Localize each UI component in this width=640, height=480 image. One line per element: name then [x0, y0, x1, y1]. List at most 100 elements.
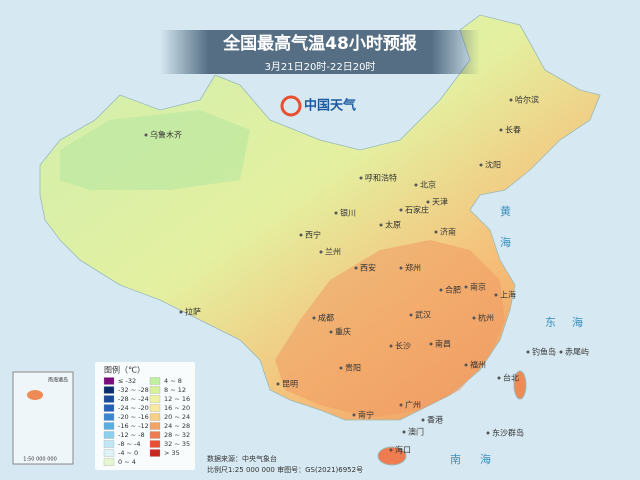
legend-label: -28 ~ -24 [118, 395, 149, 403]
city-label: 上海 [500, 290, 516, 300]
city-dot [329, 330, 333, 334]
city-label: 长沙 [395, 341, 411, 351]
legend-label: ≤ -32 [118, 377, 136, 385]
legend-label: 4 ~ 8 [164, 377, 182, 385]
legend-label: -16 ~ -12 [118, 422, 149, 430]
legend-swatch [103, 386, 115, 394]
legend-swatch [149, 386, 161, 394]
city-dot [429, 342, 433, 346]
sea-label: 海 [572, 315, 583, 329]
city-label: 成都 [318, 313, 334, 323]
city-dot [464, 363, 468, 367]
city-dot [526, 350, 530, 354]
city-dot [499, 128, 503, 132]
sea-label: 东 [545, 316, 556, 329]
city-dot [389, 344, 393, 348]
legend-label: -4 ~ 0 [118, 449, 138, 457]
city-label: 太原 [385, 220, 401, 230]
legend-swatch [103, 404, 115, 412]
city-label: 乌鲁木齐 [150, 130, 182, 140]
city-dot [334, 211, 338, 215]
city-label: 武汉 [415, 310, 431, 320]
city-label: 石家庄 [405, 205, 429, 215]
city-dot [399, 266, 403, 270]
city-label: 郑州 [405, 263, 421, 273]
cold-region [60, 110, 250, 190]
legend-swatch [103, 395, 115, 403]
inset-title: 南海诸岛 [48, 377, 68, 384]
legend-label: 20 ~ 24 [164, 413, 190, 421]
scale: 比例尺1:25 000 000 审图号：GS(2021)6952号 [207, 465, 363, 474]
city-dot [359, 176, 363, 180]
legend-swatch [149, 422, 161, 430]
legend-swatch [103, 440, 115, 448]
logo-text: 中国天气 [304, 98, 356, 114]
city-dot [144, 133, 148, 137]
city-label: 南宁 [358, 410, 374, 420]
city-dot [414, 183, 418, 187]
city-label: 合肥 [445, 285, 461, 295]
legend-label: -20 ~ -16 [118, 413, 149, 421]
city-label: 昆明 [282, 380, 298, 389]
legend-swatch [103, 413, 115, 421]
city-label: 海口 [395, 445, 411, 455]
logo-icon [280, 95, 302, 117]
city-dot [312, 316, 316, 320]
legend-label: 28 ~ 32 [164, 431, 190, 439]
legend-swatch [103, 458, 115, 466]
taiwan [513, 370, 527, 400]
legend-label: 24 ~ 28 [164, 422, 190, 430]
legend-title: 图例（℃） [104, 365, 145, 375]
city-label: 沈阳 [485, 160, 501, 170]
legend-label: 8 ~ 12 [164, 386, 186, 394]
legend-swatch [149, 413, 161, 421]
inset-scale: 1:50 000 000 [23, 457, 57, 463]
legend-swatch [149, 395, 161, 403]
inset-land [27, 390, 43, 400]
legend-swatch [103, 422, 115, 430]
city-dot [479, 163, 483, 167]
city-label: 天津 [432, 197, 448, 207]
city-label: 台北 [503, 373, 519, 383]
legend: 图例（℃） ≤ -32-32 ~ -28-28 ~ -24-24 ~ -20-2… [95, 362, 195, 470]
subtitle: 3月21日20时-22日20时 [265, 61, 376, 73]
inset-frame [12, 371, 74, 465]
legend-swatch [149, 449, 161, 457]
city-label: 杭州 [478, 313, 494, 323]
city-dot [299, 233, 303, 237]
legend-label: 0 ~ 4 [118, 458, 136, 466]
city-dot [421, 418, 425, 422]
city-dot [464, 285, 468, 289]
city-dot [486, 431, 490, 435]
city-label: 南昌 [435, 339, 451, 349]
city-dot [276, 382, 280, 386]
inset: 南海诸岛 1:50 000 000 [12, 371, 74, 465]
city-dot [439, 288, 443, 292]
sea-label: 海 [500, 235, 511, 249]
sea-label: 海 [480, 452, 491, 466]
legend-swatch [103, 377, 115, 385]
warm-region [275, 240, 505, 418]
city-dot [399, 208, 403, 212]
legend-label: 32 ~ 35 [164, 440, 190, 448]
title: 全国最高气温48小时预报 [222, 33, 417, 54]
city-label: 西安 [360, 263, 376, 273]
source: 数据来源：中央气象台 [207, 454, 277, 463]
city-dot [426, 200, 430, 204]
city-label: 贵阳 [345, 363, 361, 373]
legend-swatch [149, 440, 161, 448]
city-label: 南京 [470, 282, 486, 292]
city-label: 赤尾屿 [565, 348, 589, 357]
legend-label: -24 ~ -20 [118, 404, 149, 412]
city-dot [354, 266, 358, 270]
city-dot [402, 430, 406, 434]
legend-swatch [149, 431, 161, 439]
city-dot [399, 403, 403, 407]
city-dot [379, 223, 383, 227]
city-dot [352, 413, 356, 417]
city-label: 钓鱼岛 [532, 347, 556, 357]
legend-swatch [149, 377, 161, 385]
city-dot [472, 316, 476, 320]
city-label: 济南 [440, 227, 456, 237]
